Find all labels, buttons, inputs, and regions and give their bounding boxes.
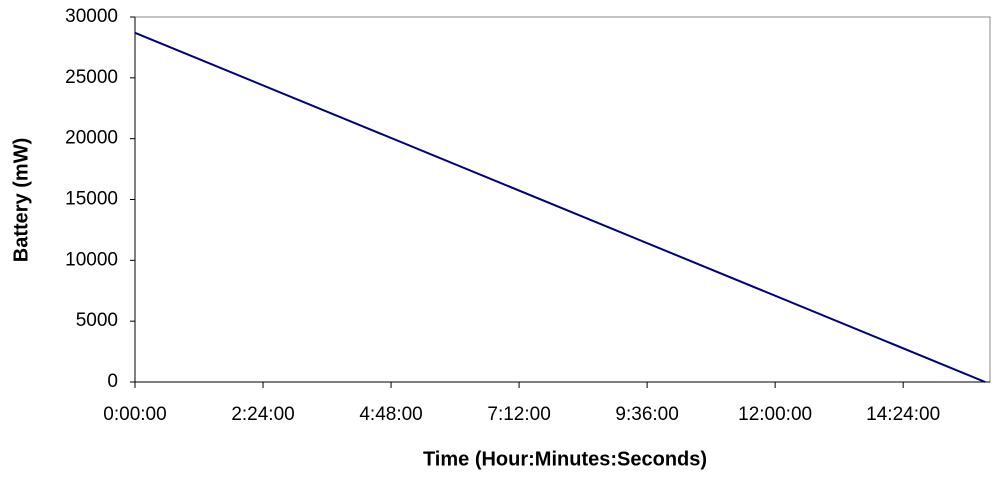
y-tick-label: 15000 xyxy=(65,189,118,210)
line xyxy=(134,31,986,383)
y-tick-label: 10000 xyxy=(65,249,118,270)
y-tick-label: 20000 xyxy=(65,128,118,149)
y-tick-label: 0 xyxy=(107,371,118,392)
y-axis-title: Battery (mW) xyxy=(10,138,32,262)
x-tick-label: 14:24:00 xyxy=(866,404,940,425)
y-tick-label: 5000 xyxy=(76,310,118,331)
y-tick-label: 25000 xyxy=(65,67,118,88)
x-axis-title: Time (Hour:Minutes:Seconds) xyxy=(423,448,707,470)
y-tick-label: 30000 xyxy=(65,6,118,27)
plot-area xyxy=(134,16,991,383)
x-tick-label: 12:00:00 xyxy=(738,404,812,425)
x-tick-label: 7:12:00 xyxy=(487,404,550,425)
x-tick-label: 4:48:00 xyxy=(359,404,422,425)
x-tick-label: 9:36:00 xyxy=(615,404,678,425)
x-tick-label: 2:24:00 xyxy=(231,404,294,425)
x-tick-label: 0:00:00 xyxy=(103,404,166,425)
